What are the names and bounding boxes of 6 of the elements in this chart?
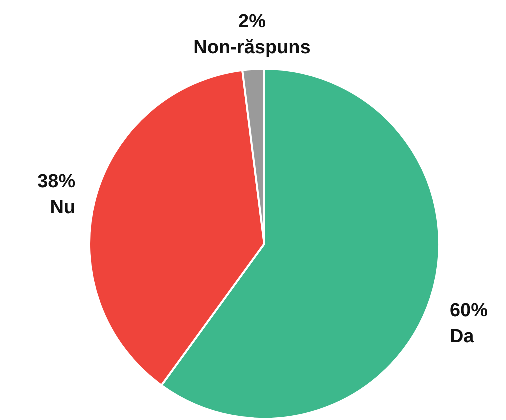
slice-label: Non-răspuns xyxy=(194,38,311,59)
slice-label: Nu xyxy=(50,198,76,219)
data-label: 2% xyxy=(238,12,266,33)
data-label: 60% xyxy=(450,300,488,322)
slice-label: Da xyxy=(450,326,475,348)
data-label: 38% xyxy=(38,172,76,193)
